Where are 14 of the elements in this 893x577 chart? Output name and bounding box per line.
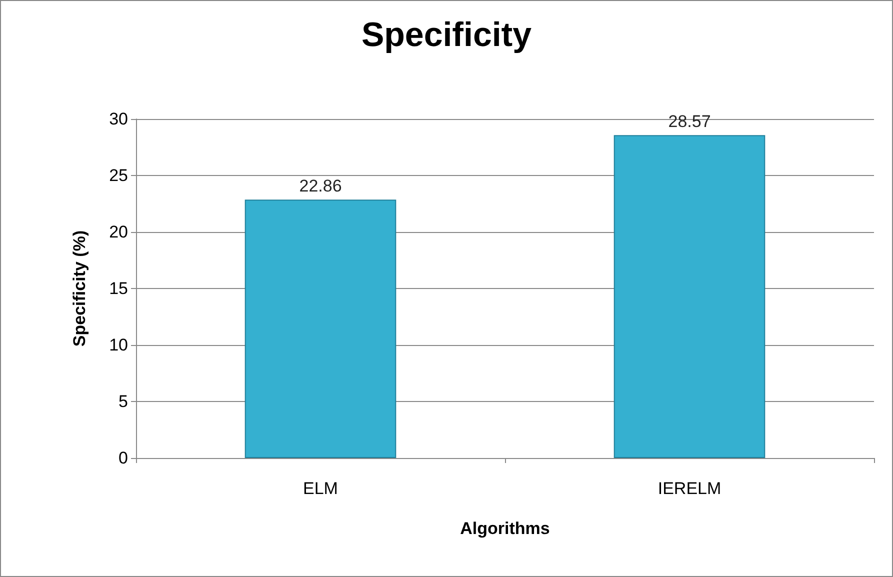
y-tick-label: 25 bbox=[109, 166, 128, 185]
data-label: 22.86 bbox=[299, 176, 342, 196]
y-tick-label: 30 bbox=[109, 110, 128, 128]
x-axis-title: Algorithms bbox=[460, 519, 550, 538]
chart-title: Specificity bbox=[361, 16, 532, 54]
y-axis-title: Specificity (%) bbox=[70, 230, 89, 347]
x-tick-label: ELM bbox=[303, 479, 338, 498]
y-tick-label: 0 bbox=[118, 448, 128, 468]
y-tick-label: 10 bbox=[109, 336, 128, 354]
y-tick-label: 20 bbox=[109, 222, 128, 242]
x-tick-label: IERELM bbox=[658, 479, 722, 498]
y-tick-label: 15 bbox=[109, 279, 128, 298]
y-tick-label: 5 bbox=[118, 392, 128, 411]
data-label: 28.57 bbox=[668, 112, 711, 132]
